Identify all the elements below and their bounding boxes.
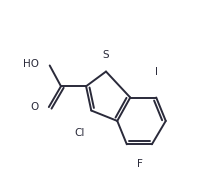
Text: HO: HO [23,59,39,69]
Text: S: S [103,50,109,60]
Text: I: I [155,67,158,77]
Text: F: F [137,159,143,169]
Text: O: O [31,102,39,112]
Text: Cl: Cl [75,128,85,138]
